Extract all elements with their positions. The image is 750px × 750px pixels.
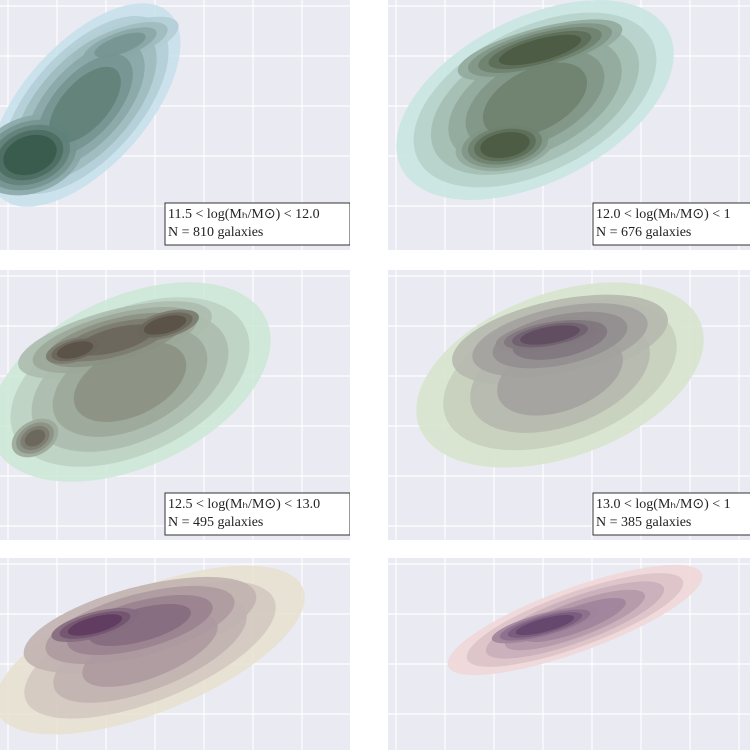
panel: 12.5 < log(Mₕ/M⊙) < 13.0 N = 495 galaxies <box>0 270 350 540</box>
panel: 12.0 < log(Mₕ/M⊙) < 1 N = 676 galaxies <box>388 0 750 250</box>
panel <box>388 558 750 750</box>
count-label: N = 385 galaxies <box>596 515 691 530</box>
annotation-box <box>592 202 750 246</box>
count-label: N = 810 galaxies <box>168 225 263 240</box>
density-contour <box>482 62 588 138</box>
range-label: 13.0 < log(Mₕ/M⊙) < 1 <box>596 497 731 512</box>
density-contour <box>143 315 187 335</box>
count-label: N = 676 galaxies <box>596 225 691 240</box>
density-contour <box>49 66 121 144</box>
annotation-box <box>164 202 350 246</box>
panel: 13.0 < log(Mₕ/M⊙) < 1 N = 385 galaxies <box>388 270 750 540</box>
panel: 11.5 < log(Mₕ/M⊙) < 12.0 N = 810 galaxies <box>0 0 350 250</box>
annotation-box <box>164 492 350 536</box>
panel <box>0 558 350 750</box>
range-label: 11.5 < log(Mₕ/M⊙) < 12.0 <box>168 207 320 222</box>
density-contour <box>67 614 123 636</box>
density-contour <box>24 429 46 447</box>
density-contour <box>3 134 57 176</box>
density-contour <box>480 131 530 159</box>
density-contour <box>498 34 582 66</box>
range-label: 12.5 < log(Mₕ/M⊙) < 13.0 <box>168 497 320 512</box>
density-contour <box>56 341 94 359</box>
density-contour <box>515 614 575 636</box>
density-contour <box>89 603 191 647</box>
count-label: N = 495 galaxies <box>168 515 263 530</box>
range-label: 12.0 < log(Mₕ/M⊙) < 1 <box>596 207 731 222</box>
density-contour <box>520 325 580 345</box>
density-contour <box>94 32 146 58</box>
annotation-box <box>592 492 750 536</box>
